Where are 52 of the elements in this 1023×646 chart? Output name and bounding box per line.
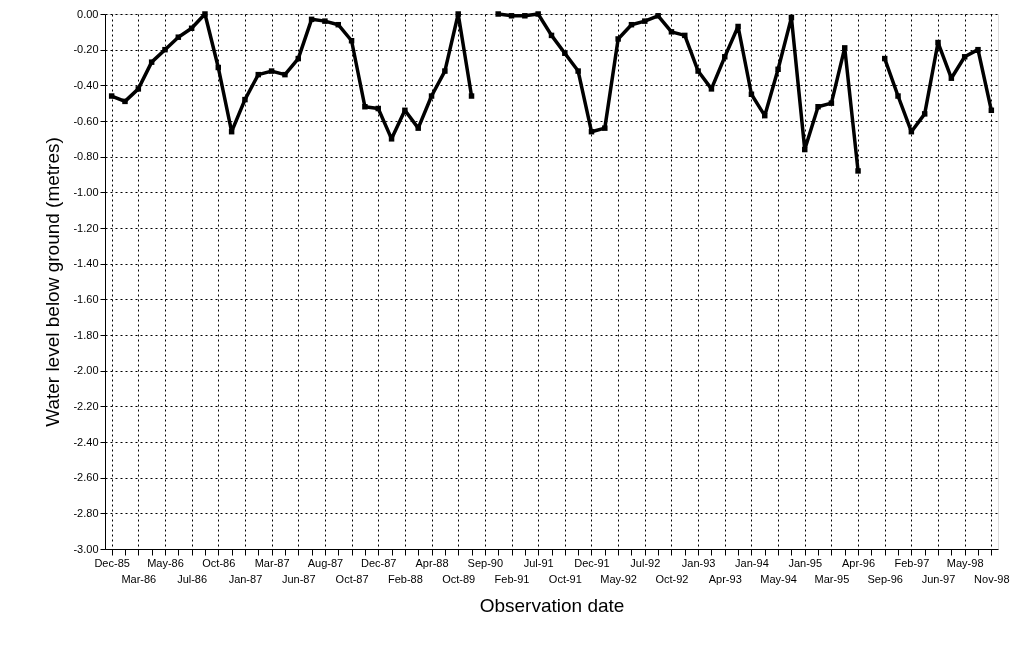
x-tick-label: Oct-89 (442, 572, 476, 585)
x-tick-label: May-98 (946, 556, 984, 569)
x-tick-label: Dec-91 (574, 556, 610, 569)
x-tick-label: Jan-87 (228, 572, 263, 585)
x-tick-label: Jul-91 (523, 556, 554, 569)
x-tick-label: Jan-94 (735, 556, 769, 569)
x-tick-label: May-86 (147, 556, 184, 569)
y-tick-label: 0.00 (77, 7, 99, 20)
y-axis-title: Water level below ground (metres) (42, 137, 64, 427)
y-tick-label: -2.80 (73, 506, 99, 519)
x-tick-label: May-94 (760, 572, 797, 585)
y-tick-label: -1.00 (73, 185, 99, 198)
x-tick-label: Jun-97 (921, 572, 956, 585)
y-tick-label: -0.60 (73, 114, 99, 127)
x-tick-label: Jul-92 (630, 556, 661, 569)
x-tick-label: Apr-93 (708, 572, 742, 585)
y-tick-label: -3.00 (73, 542, 99, 555)
y-tick-label: -1.80 (73, 328, 99, 341)
x-tick-label: Jul-86 (177, 572, 208, 585)
y-tick-label: -0.20 (73, 43, 99, 56)
x-tick-label: Aug-87 (307, 556, 344, 569)
x-tick-label: Oct-87 (335, 572, 369, 585)
x-tick-label: Oct-86 (202, 556, 236, 569)
x-tick-label: Oct-92 (655, 572, 689, 585)
x-tick-label: Dec-87 (361, 556, 397, 569)
x-tick-label: Mar-87 (254, 556, 290, 569)
x-tick-label: Sep-96 (867, 572, 903, 585)
x-tick-label: Feb-91 (494, 572, 530, 585)
y-tick-label: -2.40 (73, 435, 99, 448)
y-tick-label: -2.60 (73, 471, 99, 484)
x-tick-label: Apr-88 (415, 556, 449, 569)
y-tick-label: -1.60 (73, 292, 99, 305)
y-tick-label: -0.80 (73, 150, 99, 163)
y-tick-label: -1.20 (73, 221, 99, 234)
y-tick-label: -1.40 (73, 257, 99, 270)
x-tick-label: Oct-91 (548, 572, 582, 585)
x-tick-label: Nov-98 (974, 572, 1010, 585)
y-tick-label: -0.40 (73, 78, 99, 91)
x-axis-title: Observation date (479, 594, 625, 616)
x-tick-label: Mar-95 (814, 572, 850, 585)
x-tick-label: Sep-90 (467, 556, 504, 569)
x-tick-label: Apr-96 (842, 556, 876, 569)
x-tick-label: Jan-95 (788, 556, 823, 569)
x-tick-label: Feb-97 (894, 556, 930, 569)
x-tick-label: Mar-86 (121, 572, 157, 585)
y-tick-label: -2.00 (73, 364, 99, 377)
x-tick-label: Dec-85 (94, 556, 130, 569)
y-tick-label: -2.20 (73, 399, 99, 412)
x-tick-label: Jan-93 (681, 556, 716, 569)
x-tick-label: May-92 (600, 572, 637, 585)
x-tick-label: Feb-88 (387, 572, 423, 585)
x-tick-label: Jun-87 (281, 572, 316, 585)
